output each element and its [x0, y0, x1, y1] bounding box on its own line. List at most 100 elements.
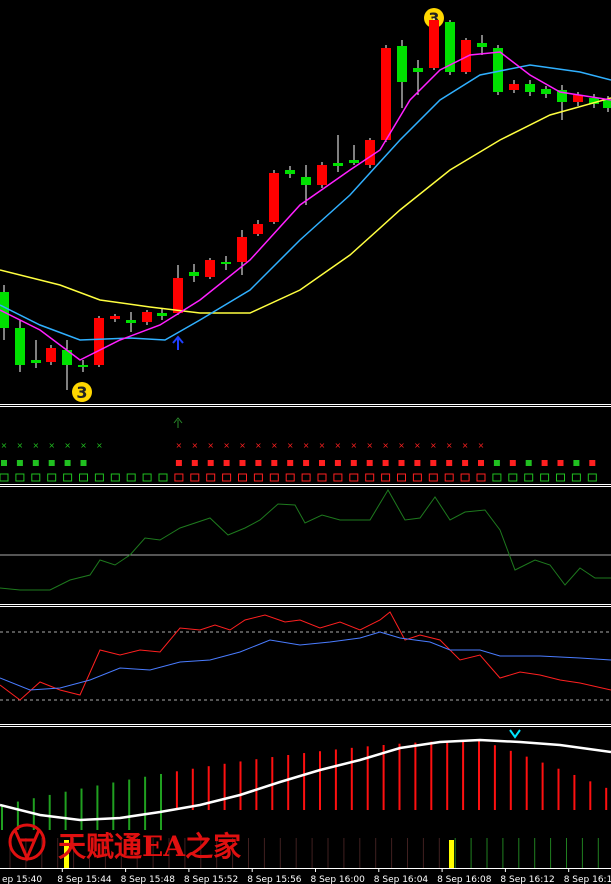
signal-box — [571, 473, 581, 482]
signal-box — [349, 473, 359, 482]
signal-box — [15, 473, 25, 482]
candle-body — [189, 272, 199, 276]
signal-square — [303, 460, 310, 466]
candle-body — [603, 100, 611, 108]
signal-box — [428, 473, 438, 482]
signal-x: × — [271, 441, 278, 450]
signal-square — [366, 460, 373, 466]
panel-separators — [0, 404, 611, 869]
signal-box — [222, 473, 232, 482]
signal-square — [1, 460, 7, 466]
signal-square — [16, 460, 23, 466]
signal-x: × — [48, 441, 55, 450]
signal-square — [589, 460, 596, 466]
candle-body — [541, 89, 551, 94]
time-label: 8 Sep 16:08 — [437, 875, 492, 884]
signal-square — [414, 460, 421, 466]
signal-x: × — [96, 441, 103, 450]
time-axis: ep 15:40 8 Sep 15:44 8 Sep 15:48 8 Sep 15:5… — [2, 868, 611, 884]
signal-x: × — [382, 441, 389, 450]
watermark-text: 天赋通EA之家 — [58, 830, 241, 863]
signal-x: × — [176, 441, 183, 450]
candle-body — [157, 313, 167, 316]
candle-body — [253, 224, 263, 234]
signal-square — [239, 460, 246, 466]
time-label: 8 Sep 15:48 — [121, 875, 176, 884]
signal-square — [557, 460, 564, 466]
signal-x: × — [303, 441, 310, 450]
signal-box — [206, 473, 216, 482]
signal-box — [79, 473, 88, 482]
signal-box — [63, 473, 73, 482]
signal-box — [0, 473, 9, 482]
signal-x: × — [223, 441, 230, 450]
signal-square — [80, 460, 87, 466]
signal-square — [334, 460, 341, 466]
signal-box — [524, 473, 534, 482]
time-label: 8 Sep 15:52 — [184, 875, 238, 884]
candle-body — [365, 140, 375, 165]
signal-box — [587, 473, 597, 482]
signal-x: × — [478, 441, 485, 450]
candle-body — [461, 40, 471, 72]
time-label: 8 Sep 16:16 — [564, 875, 611, 884]
signal-square — [319, 460, 325, 466]
candle-body — [413, 68, 423, 72]
candle-body — [46, 348, 56, 362]
signal-square — [32, 460, 39, 466]
candle-body — [142, 312, 152, 322]
signal-x: × — [287, 441, 294, 450]
signal-square — [382, 460, 389, 466]
candle-body — [15, 328, 25, 365]
moving-average — [0, 51, 611, 361]
time-label: ep 15:40 — [2, 875, 42, 884]
candle-body — [269, 173, 279, 222]
drawings: × × × × × × × × × × × × × × × × × × × × × × × × × × × — [0, 18, 611, 868]
signal-x: × — [239, 441, 246, 450]
candle-body — [333, 163, 343, 166]
candle-body — [477, 43, 487, 47]
signal-box — [508, 473, 518, 482]
signal-x: × — [446, 441, 453, 450]
signal-square — [287, 460, 294, 466]
candle-body — [221, 262, 231, 264]
signal-box — [460, 473, 470, 482]
signal-box — [444, 473, 454, 482]
signal-square — [525, 460, 532, 466]
oscillator-line — [0, 611, 611, 701]
oscillator-line — [0, 489, 611, 591]
signal-x: × — [398, 441, 405, 450]
signal-box — [397, 473, 406, 482]
signal-square — [446, 460, 453, 466]
signal-box — [238, 473, 247, 482]
signal-box — [174, 473, 184, 482]
signal-x: × — [319, 441, 326, 450]
candle-body — [0, 292, 9, 328]
signal-box — [190, 473, 200, 482]
candle-body — [557, 90, 567, 102]
signal-square — [175, 460, 182, 466]
signal-x: × — [430, 441, 437, 450]
oscillator-line — [0, 631, 611, 691]
candle-body — [78, 365, 88, 367]
signal-box — [476, 473, 486, 482]
signal-box — [365, 473, 375, 482]
signal-box — [253, 473, 263, 482]
signal-square — [430, 460, 437, 466]
candle-body — [381, 48, 391, 140]
candle-body — [573, 95, 583, 102]
candle-body — [397, 46, 407, 82]
marker-label: 3 — [76, 383, 87, 402]
signal-box — [31, 473, 41, 482]
signal-arrow — [509, 729, 521, 739]
candle-body — [110, 316, 120, 319]
candle-body — [173, 278, 183, 313]
candle-body — [429, 20, 439, 68]
signal-box — [317, 473, 327, 482]
time-label: 8 Sep 16:00 — [311, 875, 366, 884]
candle-body — [31, 360, 41, 363]
signal-square — [478, 460, 484, 466]
signal-square — [207, 460, 214, 466]
